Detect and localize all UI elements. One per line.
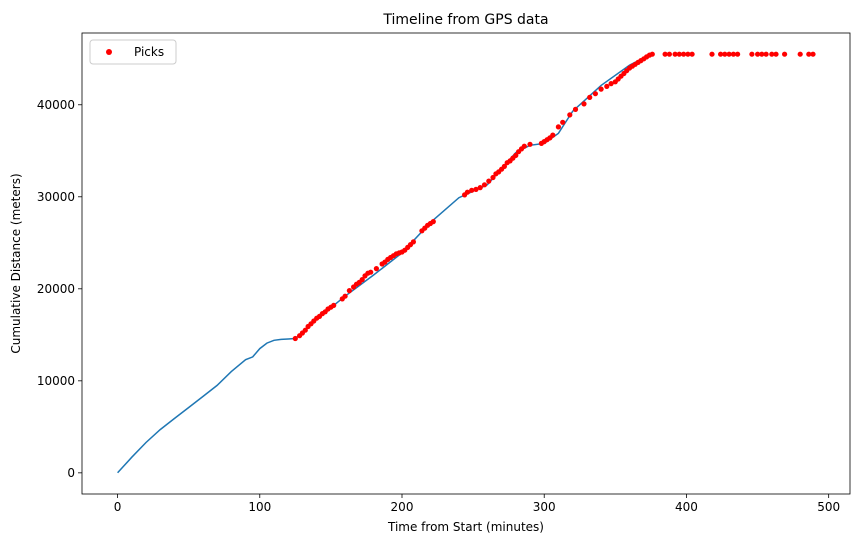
pick-point — [666, 51, 673, 57]
pick-point — [735, 51, 741, 57]
series — [117, 51, 816, 474]
x-axis-label: Time from Start (minutes) — [387, 520, 544, 534]
pick-point — [689, 51, 695, 57]
pick-point — [797, 51, 803, 57]
ticks: 0 100 200 300 400 500 0 10000 20000 30000 40000 — [37, 98, 840, 514]
pick-point — [501, 163, 507, 169]
pick-point — [604, 83, 610, 89]
pick-point — [718, 51, 724, 57]
pick-point — [810, 51, 816, 57]
x-tick-label: 400 — [675, 500, 698, 514]
pick-point — [806, 51, 812, 57]
legend-marker-picks — [106, 49, 112, 55]
pick-point — [608, 81, 614, 87]
pick-point — [359, 277, 365, 283]
pick-point — [759, 51, 765, 57]
pick-point — [490, 174, 496, 181]
pick-point — [346, 288, 352, 294]
pick-point — [368, 269, 374, 275]
pick-point — [555, 124, 562, 130]
pick-point — [592, 91, 599, 97]
pick-point — [292, 335, 298, 342]
y-tick-label: 40000 — [37, 98, 75, 112]
pick-point — [763, 51, 769, 57]
pick-point — [464, 189, 470, 195]
pick-point — [486, 178, 492, 184]
x-tick-label: 200 — [391, 500, 414, 514]
pick-point — [469, 187, 475, 193]
legend-box — [89, 39, 177, 65]
pick-point — [730, 51, 737, 57]
x-tick-label: 300 — [533, 500, 556, 514]
pick-point — [755, 51, 761, 57]
legend-label-picks: Picks — [134, 45, 164, 59]
pick-point — [477, 185, 483, 191]
pick-point — [722, 51, 728, 57]
pick-point — [410, 239, 416, 245]
x-tick-label: 500 — [817, 500, 840, 514]
y-tick-label: 30000 — [37, 190, 75, 204]
pick-point — [331, 302, 337, 308]
pick-point — [587, 94, 593, 100]
pick-point — [527, 141, 533, 147]
pick-point — [773, 51, 779, 57]
pick-point — [749, 51, 755, 57]
pick-point — [513, 152, 519, 158]
pick-point — [430, 219, 436, 225]
y-tick-label: 20000 — [37, 282, 75, 296]
x-tick-label: 100 — [248, 500, 271, 514]
pick-point — [581, 101, 587, 107]
pick-point — [560, 119, 566, 125]
pick-point — [550, 132, 556, 138]
pick-point — [373, 266, 379, 272]
pick-point — [567, 112, 573, 118]
pick-point — [672, 51, 678, 57]
y-tick-label: 0 — [67, 466, 75, 480]
pick-point — [681, 51, 687, 57]
pick-point — [769, 51, 775, 57]
pick-point — [598, 86, 604, 92]
pick-point — [709, 51, 715, 57]
chart-title: Timeline from GPS data — [382, 12, 548, 28]
legend: Picks — [89, 39, 177, 65]
pick-point — [782, 51, 788, 57]
pick-point — [726, 51, 732, 57]
plot-area — [81, 32, 851, 495]
pick-point — [302, 327, 308, 333]
pick-point — [481, 182, 488, 188]
pick-point — [521, 143, 527, 149]
y-axis-label: Cumulative Distance (meters) — [9, 173, 23, 353]
pick-point — [649, 51, 655, 57]
x-tick-label: 0 — [114, 500, 122, 514]
y-tick-label: 10000 — [37, 374, 75, 388]
pick-point — [676, 51, 682, 57]
pick-point — [342, 293, 348, 299]
axes-frame — [81, 32, 851, 495]
pick-point — [473, 186, 479, 192]
pick-point — [685, 51, 691, 57]
pick-point — [662, 51, 668, 57]
pick-point — [572, 106, 579, 112]
